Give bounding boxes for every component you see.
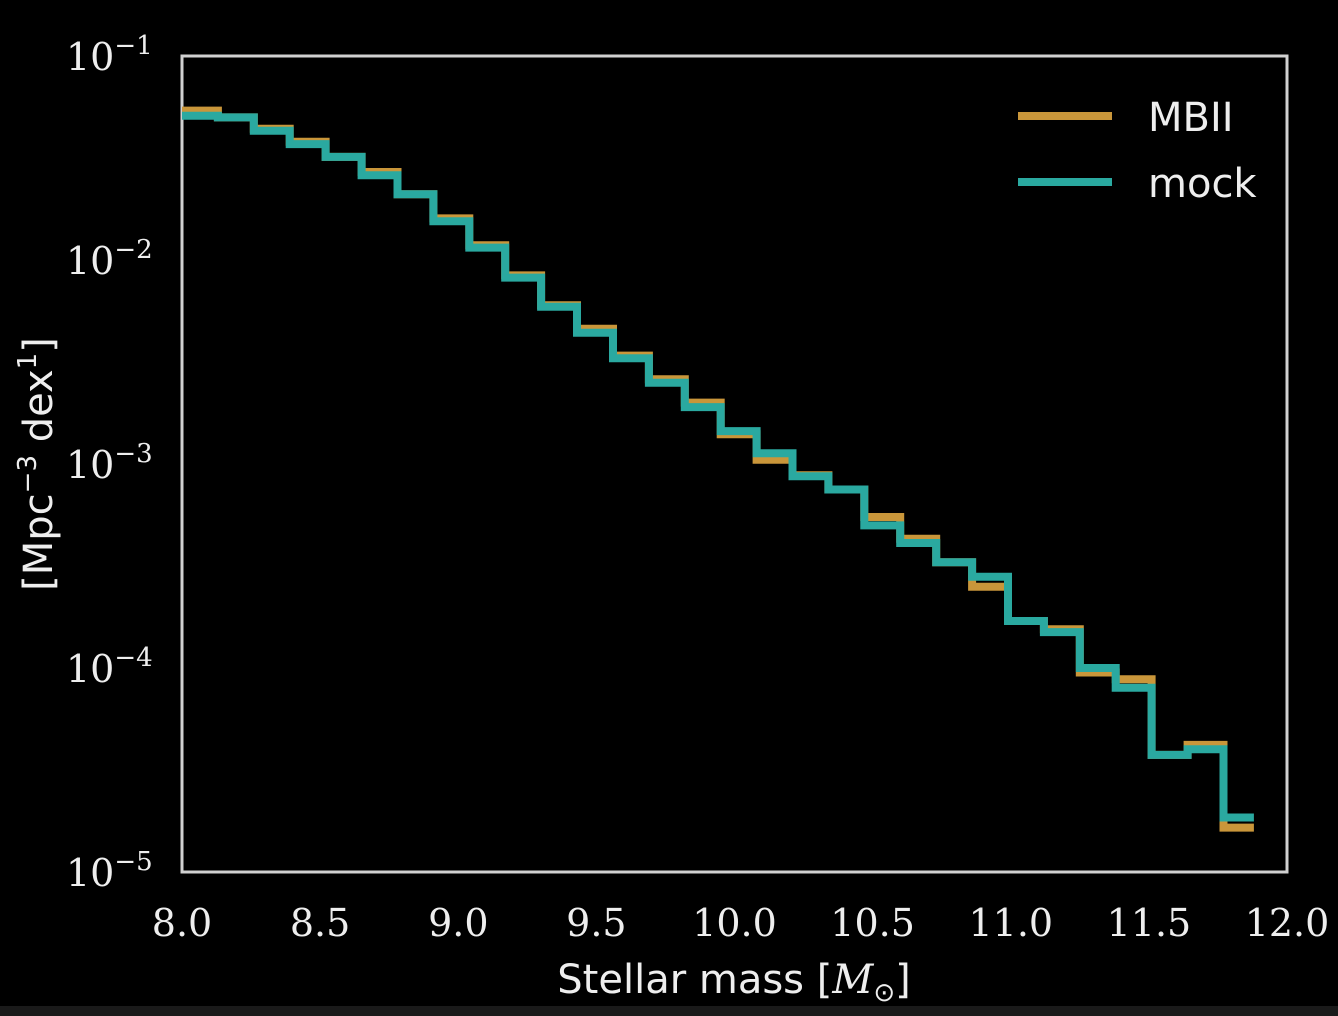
x-tick-label: 10.5 (830, 901, 915, 945)
x-axis-label: Stellar mass [M⊙] (557, 957, 910, 1008)
x-tick-label: 12.0 (1245, 901, 1330, 945)
plot-frame (180, 54, 1289, 874)
y-tick-label: 10−5 (66, 847, 153, 895)
y-tick-labels: 10−1 10−2 10−3 10−4 10−5 (66, 31, 153, 895)
x-tick-label: 8.0 (152, 901, 212, 945)
x-tick-label: 11.5 (1107, 901, 1192, 945)
legend-label-mbii: MBII (1148, 95, 1234, 141)
y-axis-label: [Mpc−3 dex1] (13, 337, 62, 591)
legend: MBII mock (1018, 95, 1257, 207)
series-line-mock (182, 111, 1254, 822)
y-tick-label: 10−2 (66, 235, 153, 283)
x-tick-label: 9.5 (566, 901, 626, 945)
series-line-mbii (182, 106, 1254, 832)
y-tick-label: 10−4 (66, 643, 153, 691)
x-tick-labels: 8.0 8.5 9.0 9.5 10.0 10.5 11.0 11.5 12.0 (152, 901, 1330, 945)
x-tick-label: 10.0 (692, 901, 777, 945)
x-tick-label: 11.0 (968, 901, 1053, 945)
y-tick-label: 10−1 (66, 31, 153, 79)
bottom-bar (0, 1006, 1338, 1016)
legend-label-mock: mock (1148, 161, 1257, 207)
series-layer (182, 106, 1254, 832)
y-tick-label: 10−3 (66, 439, 153, 487)
x-tick-label: 9.0 (428, 901, 488, 945)
x-tick-label: 8.5 (290, 901, 350, 945)
